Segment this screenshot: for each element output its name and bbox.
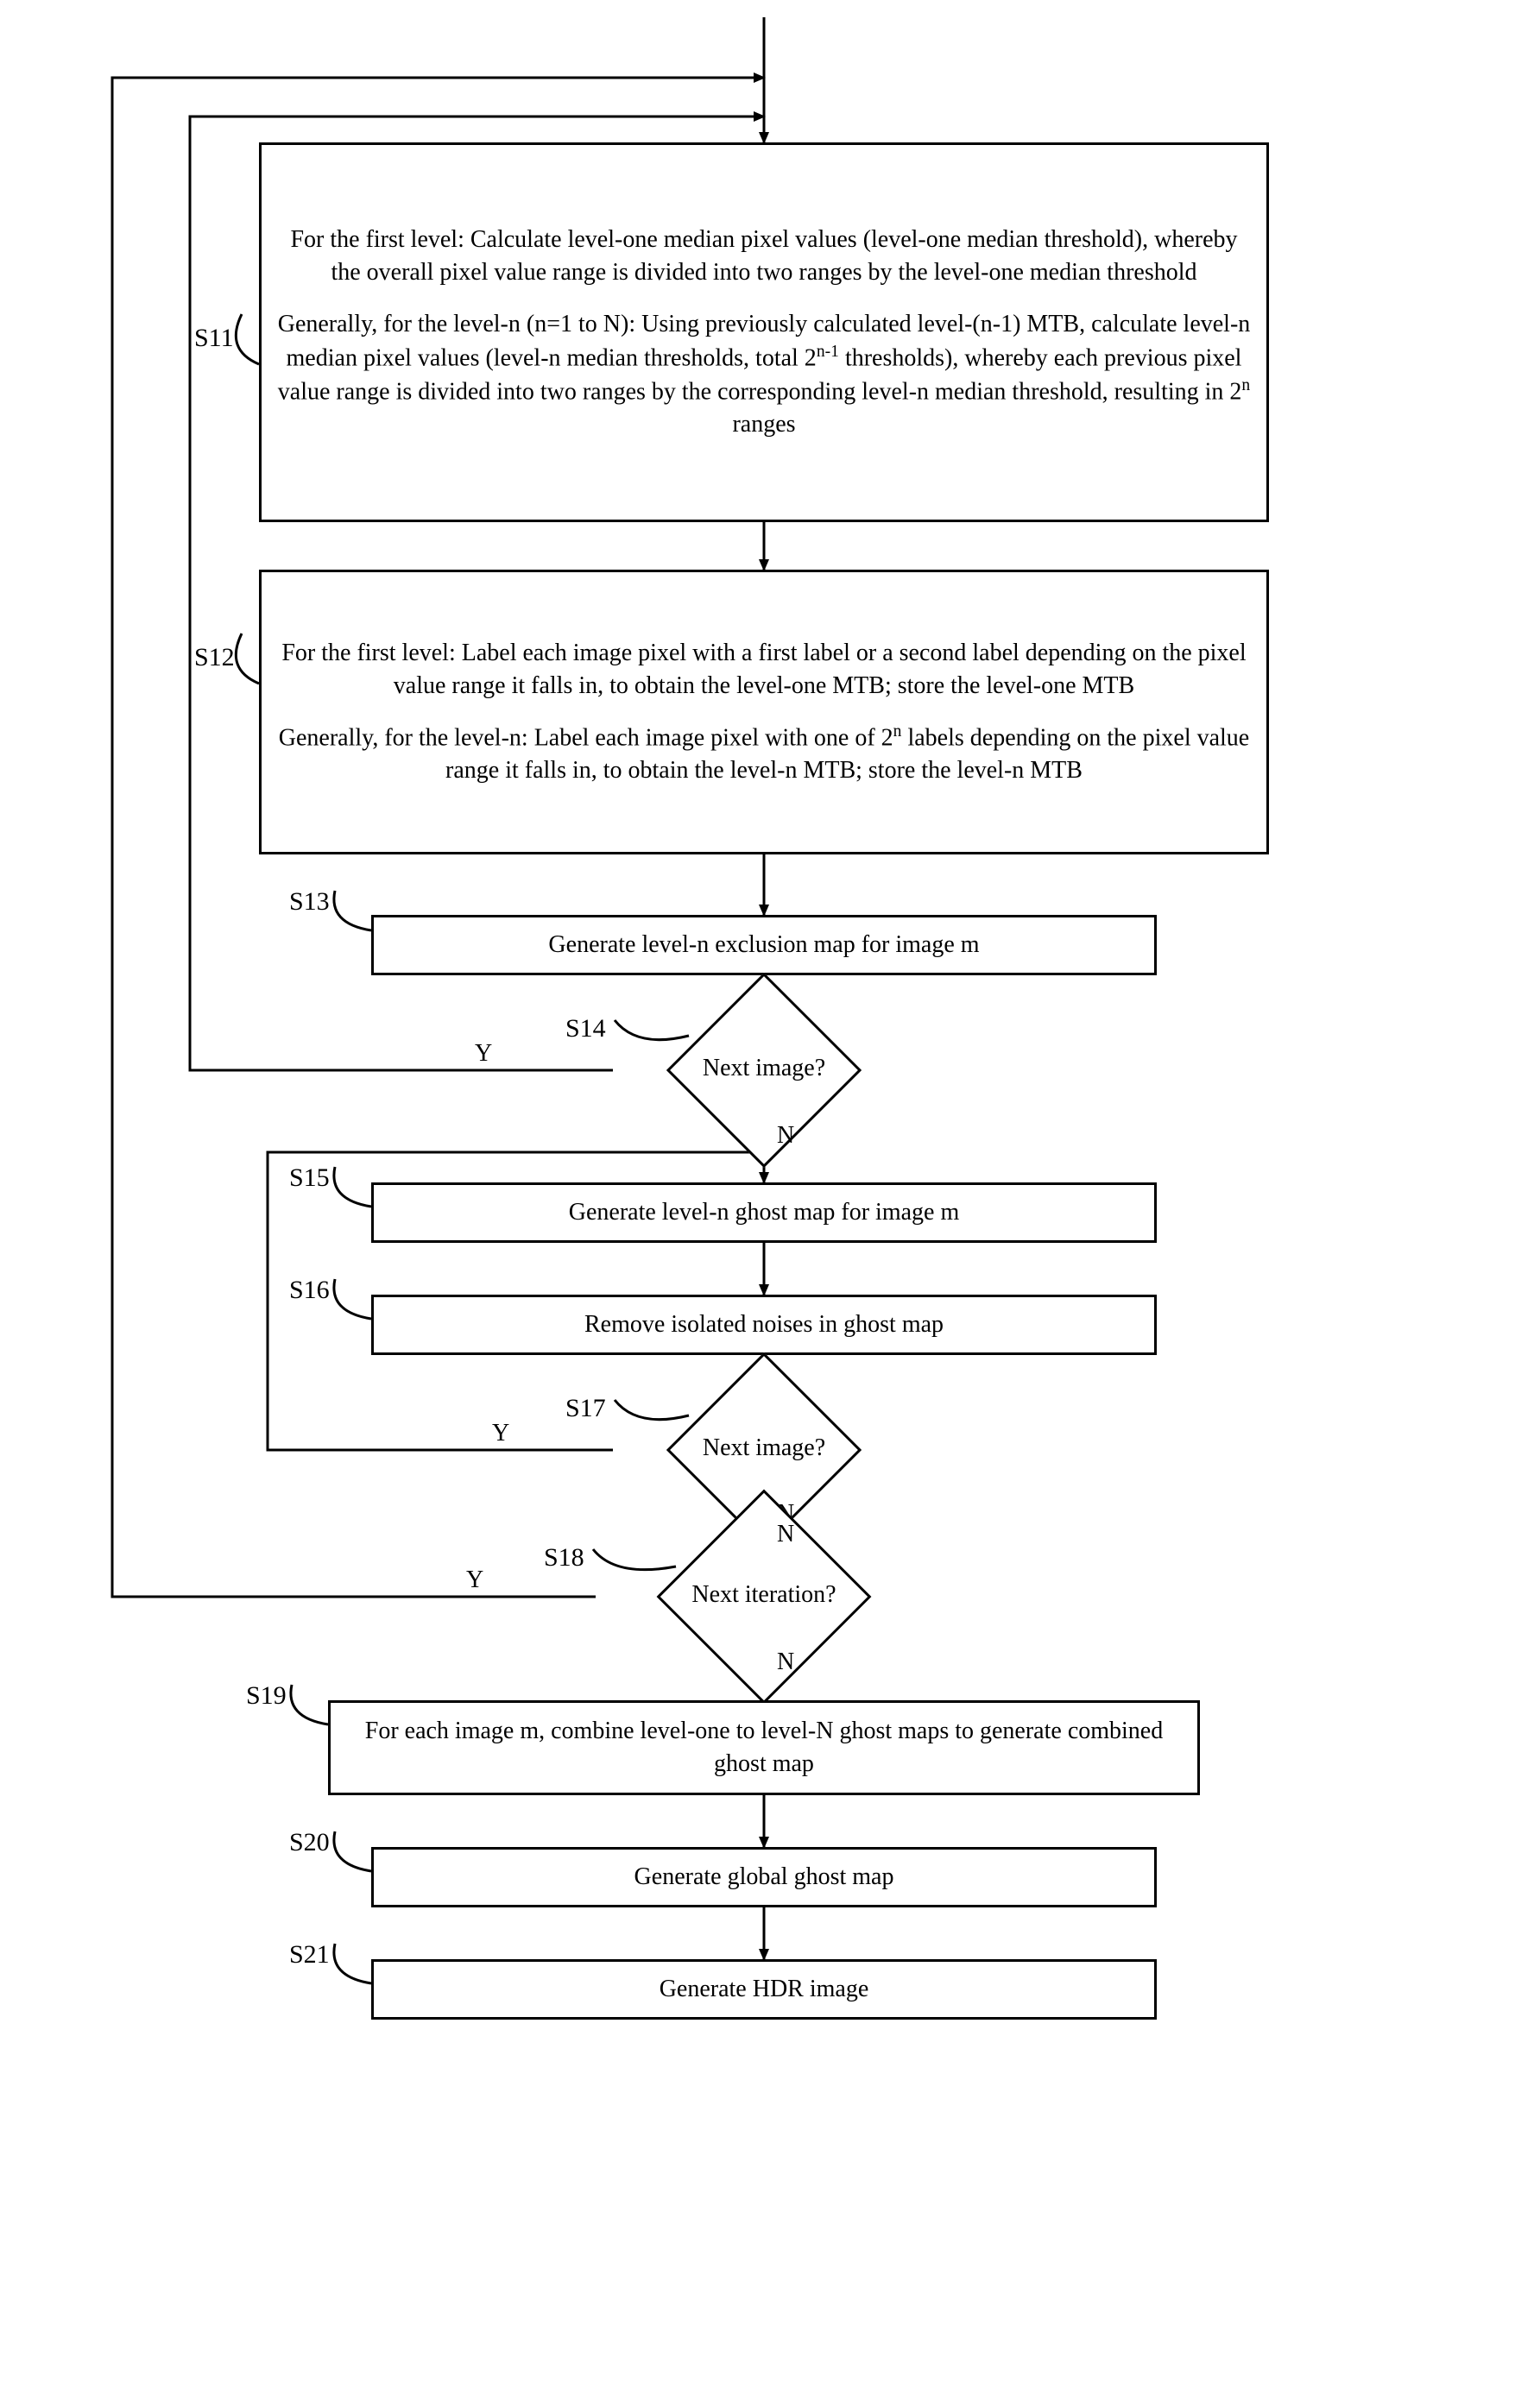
leader-s20 [328, 1830, 380, 1877]
leader-s19 [285, 1683, 337, 1730]
s11-para2: Generally, for the level-n (n=1 to N): U… [277, 308, 1251, 441]
s17-y: Y [492, 1420, 509, 1447]
label-s15: S15 [289, 1163, 330, 1193]
label-s16: S16 [289, 1276, 330, 1305]
label-s18: S18 [544, 1543, 584, 1573]
label-s19: S19 [246, 1681, 287, 1711]
s11-para1: For the first level: Calculate level-one… [277, 224, 1251, 289]
label-s13: S13 [289, 887, 330, 917]
s14-n: N [777, 1122, 794, 1150]
flowchart-canvas: For the first level: Calculate level-one… [0, 0, 1515, 2408]
step-s21: Generate HDR image [371, 1959, 1157, 2020]
s18-y: Y [466, 1566, 483, 1594]
s12-para2: Generally, for the level-n: Label each i… [277, 721, 1251, 787]
step-s15: Generate level-n ghost map for image m [371, 1182, 1157, 1243]
leader-s11 [224, 311, 268, 371]
label-s20: S20 [289, 1828, 330, 1857]
leader-s15 [328, 1165, 380, 1213]
step-s12: For the first level: Label each image pi… [259, 570, 1269, 854]
leader-s12 [224, 630, 268, 690]
decision-s14 [666, 973, 862, 1168]
s14-y: Y [475, 1040, 492, 1068]
leader-s21 [328, 1942, 380, 1989]
step-s11: For the first level: Calculate level-one… [259, 142, 1269, 522]
step-s20: Generate global ghost map [371, 1847, 1157, 1907]
step-s19: For each image m, combine level-one to l… [328, 1700, 1200, 1795]
step-s13: Generate level-n exclusion map for image… [371, 915, 1157, 975]
label-s17: S17 [565, 1394, 606, 1423]
s18-n: N [777, 1521, 794, 1548]
leader-s13 [328, 889, 380, 936]
leader-s16 [328, 1277, 380, 1325]
decision-s18 [657, 1490, 872, 1705]
label-s14: S14 [565, 1014, 606, 1043]
s12-para1: For the first level: Label each image pi… [277, 637, 1251, 703]
leader-s18 [590, 1548, 680, 1582]
leader-s17 [611, 1398, 693, 1433]
step-s16: Remove isolated noises in ghost map [371, 1295, 1157, 1355]
s18-n2: N [777, 1648, 794, 1676]
leader-s14 [611, 1018, 693, 1053]
label-s21: S21 [289, 1940, 330, 1970]
